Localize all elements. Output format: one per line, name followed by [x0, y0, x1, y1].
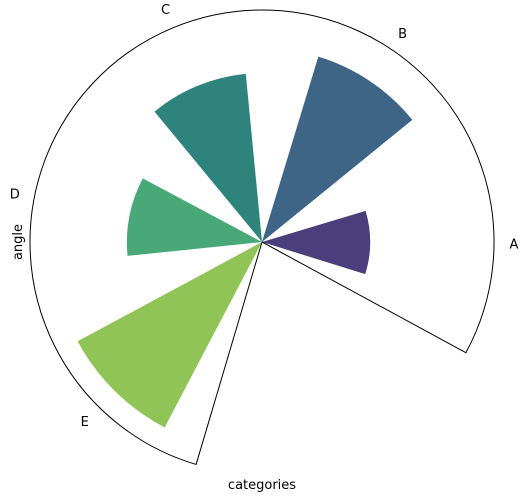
tick-labels-group: A B C D E — [10, 3, 519, 430]
bar-a — [262, 210, 371, 275]
bar-e — [77, 242, 262, 428]
tick-label-a: A — [510, 237, 519, 252]
tick-label-b: B — [398, 27, 407, 42]
polar-axis-frame — [29, 9, 495, 466]
y-axis-label: angle — [11, 224, 26, 260]
bar-b — [262, 56, 413, 243]
x-axis-label: categories — [228, 478, 296, 493]
bars-group — [77, 56, 413, 428]
bar-d — [126, 178, 262, 256]
tick-label-c: C — [161, 3, 170, 18]
tick-label-e: E — [81, 415, 89, 430]
tick-label-d: D — [10, 187, 20, 202]
bar-c — [154, 73, 262, 242]
